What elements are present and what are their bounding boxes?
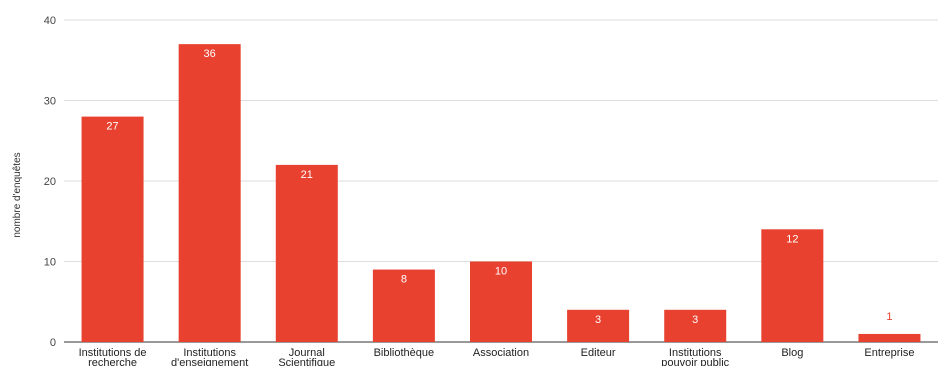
x-category-line: Blog	[781, 347, 803, 359]
y-axis-title: nombre d'enquêtes	[12, 152, 23, 237]
x-category-line: d'enseignement	[171, 357, 248, 366]
data-label: 10	[495, 266, 507, 278]
data-label: 8	[401, 274, 407, 286]
data-label: 1	[886, 311, 892, 323]
bar	[761, 229, 824, 342]
x-category-label: Blog	[781, 347, 803, 359]
bar	[275, 164, 338, 342]
bar	[81, 116, 144, 342]
x-category-line: recherche	[88, 357, 137, 366]
x-category-label: Bibliothèque	[374, 347, 435, 359]
x-category-line: Association	[473, 347, 529, 359]
bar	[372, 269, 435, 342]
x-category-label: Entreprise	[864, 347, 914, 359]
x-category-label: Association	[473, 347, 529, 359]
x-category-label: Editeur	[581, 347, 616, 359]
bar	[567, 309, 630, 342]
data-label: 12	[786, 233, 798, 245]
data-label: 3	[692, 314, 698, 326]
bar	[178, 44, 241, 343]
data-label: 3	[595, 314, 601, 326]
x-category-line: Institutions de	[79, 347, 147, 359]
x-category-line: Institutions	[669, 347, 722, 359]
data-label: 36	[204, 48, 216, 60]
y-tick-label: 10	[44, 257, 56, 269]
x-category-label: Institutions de recherche	[79, 347, 147, 366]
x-category-line: pouvoir public	[661, 357, 729, 366]
y-tick-label: 20	[44, 176, 56, 188]
bar	[858, 333, 921, 342]
data-label: 27	[106, 121, 118, 133]
x-category-line: Entreprise	[864, 347, 914, 359]
y-tick-label: 30	[44, 96, 56, 108]
data-labels: 27 36 21 8 10 3 3 12 1	[106, 48, 892, 326]
data-label: 21	[301, 169, 313, 181]
y-tick-label: 0	[50, 337, 56, 349]
bar	[664, 309, 727, 342]
x-category-label: Institutions pouvoir public	[661, 347, 729, 366]
x-category-line: Journal	[289, 347, 325, 359]
bars	[81, 44, 921, 343]
x-category-label: Institutions d'enseignement	[171, 347, 248, 366]
y-tick-label: 40	[44, 15, 56, 27]
bar	[470, 261, 532, 342]
x-category-line: Scientifique	[278, 357, 335, 366]
x-category-line: Bibliothèque	[374, 347, 435, 359]
y-axis-ticks: 0 10 20 30 40	[44, 15, 56, 349]
x-category-line: Institutions	[183, 347, 236, 359]
x-category-line: Editeur	[581, 347, 616, 359]
x-category-label: Journal Scientifique	[278, 347, 335, 366]
